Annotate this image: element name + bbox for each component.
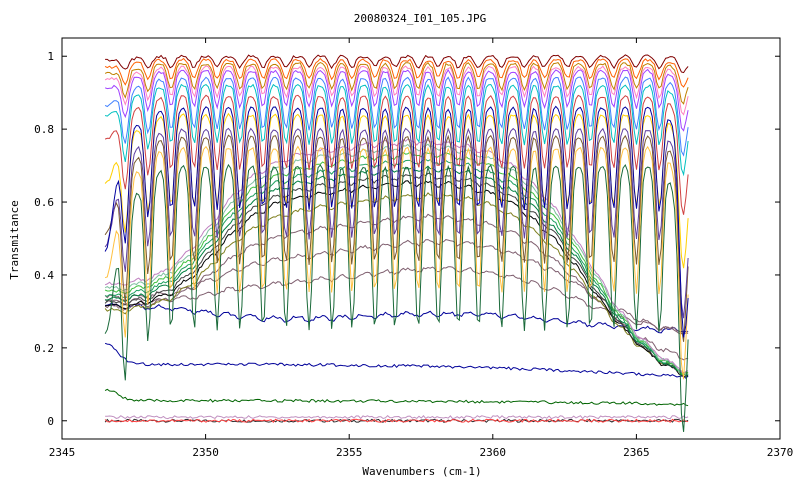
series-line <box>105 54 689 74</box>
x-axis-ticks: 2345 2350 2355 2360 2365 2370 <box>49 38 794 459</box>
series-line <box>104 342 689 379</box>
y-tick-label: 1 <box>47 50 54 63</box>
y-axis-ticks: 0 0.2 0.4 0.6 0.8 1 <box>34 50 780 428</box>
series-line <box>104 213 689 361</box>
x-tick-label: 2365 <box>623 446 650 459</box>
x-tick-label: 2355 <box>336 446 363 459</box>
series-line <box>105 165 689 376</box>
plot-frame <box>61 37 781 440</box>
series-line <box>104 94 689 215</box>
chart-title: 20080324_I01_105.JPG <box>354 12 486 25</box>
series-line <box>104 105 689 338</box>
series-line <box>104 151 689 375</box>
series-line <box>104 68 689 132</box>
series-line <box>105 158 689 376</box>
y-tick-label: 0.4 <box>34 269 54 282</box>
x-tick-label: 2360 <box>480 446 507 459</box>
series-line <box>104 134 689 342</box>
series-line <box>105 180 689 378</box>
series-line <box>104 145 689 380</box>
series-line <box>104 143 689 375</box>
series-line <box>104 172 689 376</box>
y-tick-label: 0 <box>47 415 54 428</box>
series-group <box>104 54 689 432</box>
series-line <box>104 83 689 177</box>
x-tick-label: 2345 <box>49 446 76 459</box>
series-line <box>104 388 689 407</box>
series-line <box>104 65 689 116</box>
x-tick-label: 2370 <box>767 446 794 459</box>
x-tick-label: 2350 <box>192 446 219 459</box>
series-line <box>104 239 689 335</box>
series-line <box>104 61 689 105</box>
series-line <box>105 415 689 420</box>
series-line <box>104 138 689 375</box>
y-tick-label: 0.8 <box>34 123 54 136</box>
series-line <box>104 418 689 423</box>
series-line <box>104 57 689 88</box>
series-line <box>104 163 689 432</box>
y-tick-label: 0.6 <box>34 196 54 209</box>
y-tick-label: 0.2 <box>34 342 54 355</box>
series-line <box>104 127 689 319</box>
x-axis-title: Wavenumbers (cm-1) <box>362 465 481 478</box>
y-axis-title: Transmitance <box>8 200 21 279</box>
series-line <box>104 76 689 157</box>
